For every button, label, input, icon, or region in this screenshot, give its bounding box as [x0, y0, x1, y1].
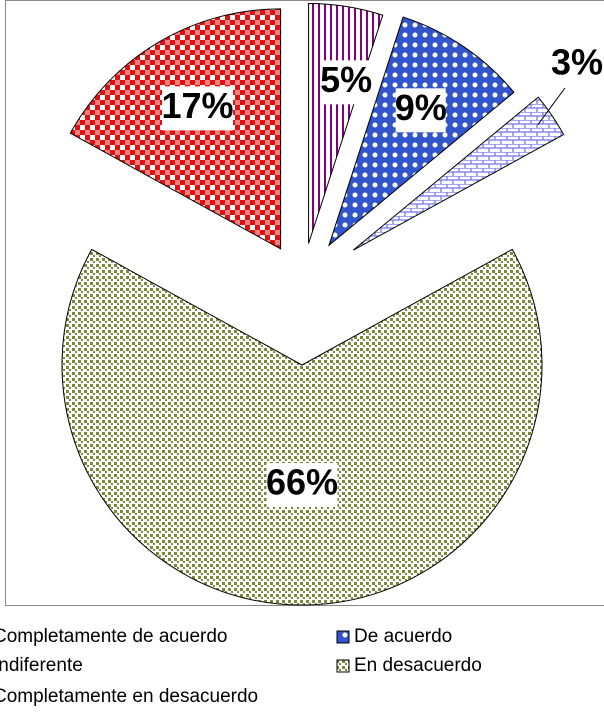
legend-label: Indiferente	[0, 655, 83, 676]
legend-label: De acuerdo	[354, 626, 452, 647]
label-background	[266, 463, 338, 507]
label-background	[395, 88, 446, 133]
plot-frame	[5, 0, 604, 606]
label-background	[162, 86, 234, 131]
legend-label: Completamente en desacuerdo	[0, 686, 258, 707]
data-label: 9%	[395, 87, 447, 128]
data-label: 17%	[162, 85, 234, 126]
pie-slice	[352, 96, 565, 251]
legend-swatch	[336, 630, 350, 644]
label-background	[321, 60, 372, 105]
legend-label: Completamente de acuerdo	[0, 626, 227, 647]
legend-label: En desacuerdo	[354, 655, 482, 676]
leader-line	[537, 87, 566, 125]
pie-slice	[61, 248, 543, 606]
data-label: 5%	[320, 59, 372, 100]
legend-swatch	[336, 659, 350, 673]
data-label: 3%	[551, 42, 603, 83]
data-label: 66%	[266, 462, 338, 503]
